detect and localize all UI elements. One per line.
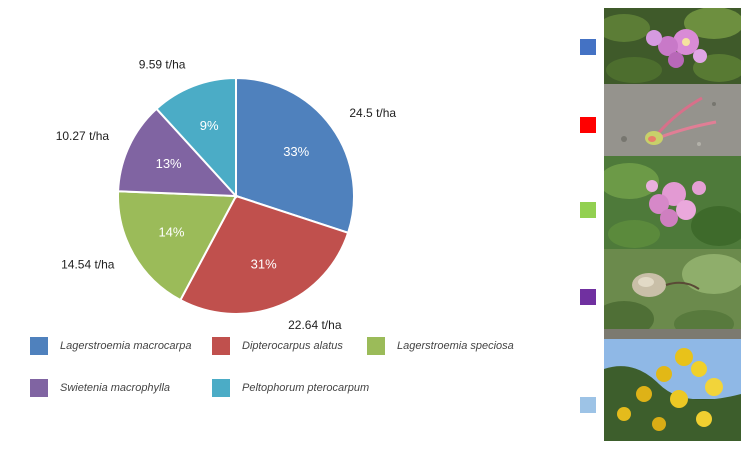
value-label-4: 9.59 t/ha xyxy=(139,58,186,72)
percent-label-4: 9% xyxy=(200,118,219,133)
value-label-0: 24.5 t/ha xyxy=(349,106,396,120)
pie-slice-0 xyxy=(235,76,355,235)
percent-label-2: 14% xyxy=(158,224,184,239)
side-swatch-4 xyxy=(580,397,596,413)
value-label-2: 14.54 t/ha xyxy=(61,258,115,272)
peltophorum-pterocarpum-photo xyxy=(604,339,741,441)
lagerstroemia-macrocarpa-photo xyxy=(604,8,741,84)
species-photo-strip xyxy=(604,8,741,441)
side-swatch-1 xyxy=(580,117,596,133)
side-swatch-0 xyxy=(580,39,596,55)
lagerstroemia-speciosa-photo xyxy=(604,156,741,249)
percent-label-1: 31% xyxy=(251,256,277,271)
pie-slice-3 xyxy=(117,107,239,198)
percent-label-3: 13% xyxy=(156,156,182,171)
pie-slice-4 xyxy=(155,76,237,199)
swietenia-macrophylla-photo xyxy=(604,249,741,339)
value-label-3: 10.27 t/ha xyxy=(56,129,110,143)
pie-slice-2 xyxy=(117,190,238,302)
pie-slice-1 xyxy=(179,194,350,315)
side-swatch-3 xyxy=(580,289,596,305)
side-swatch-strip xyxy=(580,0,598,449)
dipterocarpus-alatus-photo xyxy=(604,84,741,156)
value-label-1: 22.64 t/ha xyxy=(288,318,342,332)
side-swatch-2 xyxy=(580,202,596,218)
percent-label-0: 33% xyxy=(283,144,309,159)
